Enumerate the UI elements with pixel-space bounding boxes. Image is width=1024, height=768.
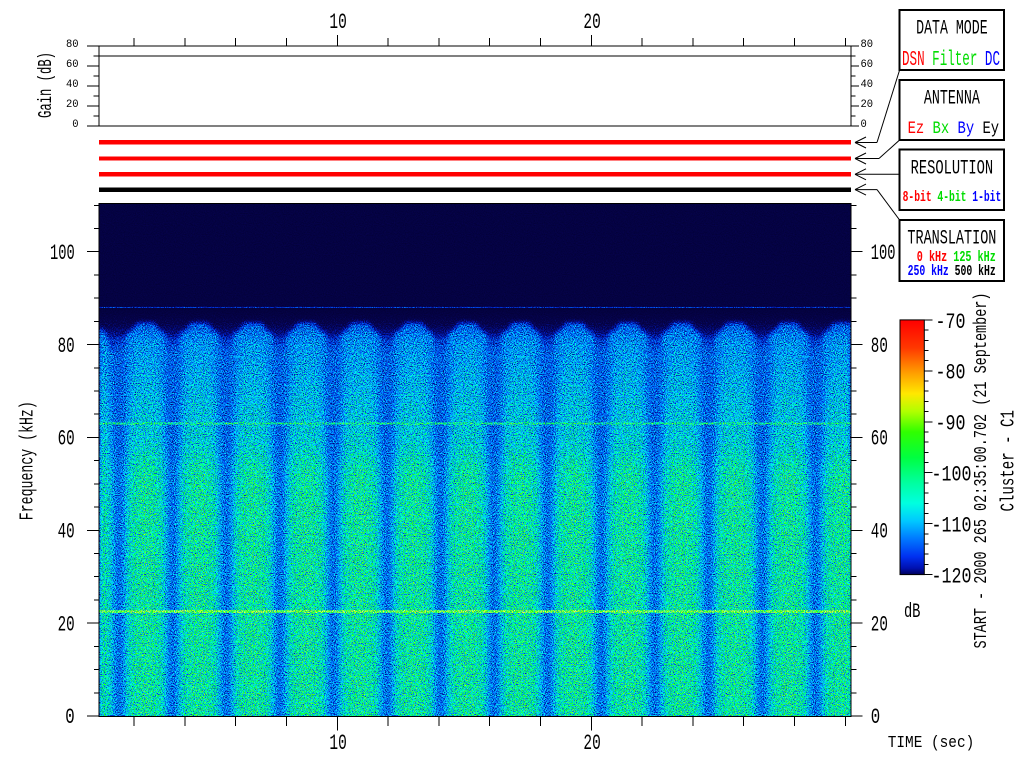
svg-text:10: 10 [329, 731, 346, 756]
svg-text:80: 80 [66, 39, 79, 51]
svg-text:40: 40 [861, 79, 874, 91]
svg-text:80: 80 [58, 334, 75, 359]
svg-text:-70: -70 [936, 310, 966, 335]
svg-text:80: 80 [871, 334, 888, 359]
svg-text:8-bit 4-bit 1-bit: 8-bit 4-bit 1-bit [903, 190, 1002, 206]
svg-text:-90: -90 [936, 412, 966, 437]
svg-text:0: 0 [861, 119, 867, 131]
svg-text:40: 40 [871, 519, 888, 544]
svg-text:20: 20 [58, 612, 75, 637]
svg-text:80: 80 [861, 39, 874, 51]
svg-text:0: 0 [871, 705, 880, 730]
svg-text:0 kHz 125 kHz: 0 kHz 125 kHz [917, 250, 996, 266]
svg-text:Gain (dB): Gain (dB) [35, 52, 57, 118]
svg-text:10: 10 [329, 10, 346, 35]
svg-text:START - 2000 265 02:35:00.702: START - 2000 265 02:35:00.702 (21 Septem… [972, 293, 992, 649]
svg-text:20: 20 [66, 99, 79, 111]
svg-text:dB: dB [904, 601, 921, 624]
svg-text:-80: -80 [936, 361, 966, 386]
svg-text:-110: -110 [932, 514, 972, 539]
svg-text:20: 20 [861, 99, 874, 111]
svg-text:-100: -100 [932, 463, 972, 488]
svg-text:-120: -120 [932, 565, 972, 590]
svg-text:250 kHz 500 kHz: 250 kHz 500 kHz [908, 264, 996, 280]
svg-text:100: 100 [871, 241, 896, 266]
svg-text:ANTENNA: ANTENNA [924, 88, 980, 111]
svg-text:40: 40 [66, 79, 79, 91]
svg-text:60: 60 [861, 59, 874, 71]
svg-text:Frequency (kHz): Frequency (kHz) [17, 401, 39, 520]
svg-text:20: 20 [871, 612, 888, 637]
svg-text:60: 60 [58, 427, 75, 452]
svg-text:40: 40 [58, 519, 75, 544]
svg-text:DSN Filter DC: DSN Filter DC [902, 48, 1000, 72]
svg-text:Ez Bx By Ey: Ez Bx By Ey [908, 119, 1000, 139]
svg-text:0: 0 [72, 119, 78, 131]
svg-text:RESOLUTION: RESOLUTION [911, 157, 994, 180]
svg-text:100: 100 [50, 241, 75, 266]
svg-text:0: 0 [65, 705, 74, 730]
svg-text:60: 60 [871, 427, 888, 452]
svg-text:20: 20 [583, 10, 600, 35]
svg-text:TIME (sec): TIME (sec) [888, 734, 975, 753]
svg-text:TRANSLATION: TRANSLATION [907, 228, 996, 251]
svg-text:DATA MODE: DATA MODE [916, 18, 988, 41]
svg-text:60: 60 [66, 59, 79, 71]
svg-text:20: 20 [583, 731, 600, 756]
svg-text:Cluster - C1: Cluster - C1 [998, 410, 1020, 512]
